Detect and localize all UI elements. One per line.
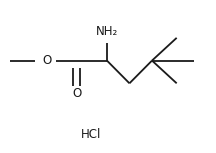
- Text: O: O: [42, 54, 51, 67]
- Text: O: O: [72, 87, 81, 100]
- Text: NH₂: NH₂: [96, 24, 118, 37]
- Text: HCl: HCl: [81, 128, 101, 141]
